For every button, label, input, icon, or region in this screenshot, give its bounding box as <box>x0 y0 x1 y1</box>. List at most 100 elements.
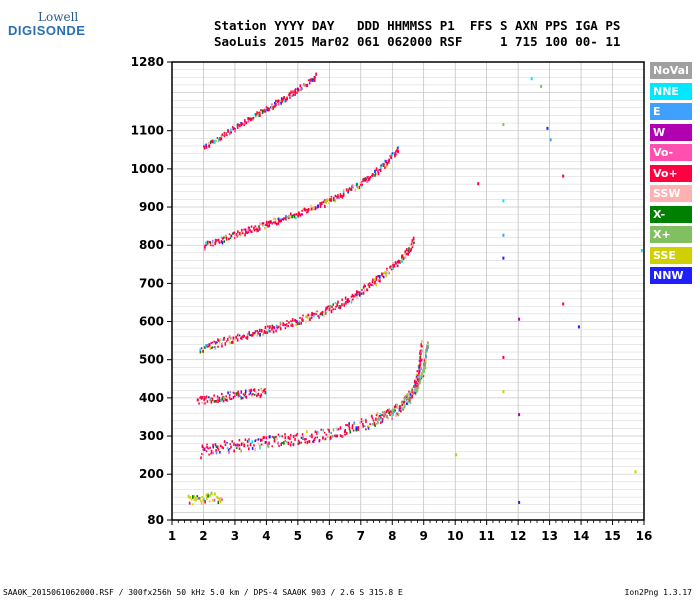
trace-dot <box>218 138 220 141</box>
trace-dot <box>330 198 333 202</box>
trace-dot <box>385 271 388 275</box>
trace-dot <box>240 390 243 394</box>
trace-dot <box>299 213 302 217</box>
trace-dot <box>206 446 209 449</box>
trace-dot <box>334 308 336 311</box>
trace-dot <box>324 204 326 208</box>
x-tick-label: 15 <box>604 529 621 543</box>
trace-dot <box>374 424 376 427</box>
trace-dot <box>361 183 363 186</box>
trace-dot <box>283 96 286 100</box>
trace-dot <box>381 411 384 414</box>
trace-dot <box>238 439 241 442</box>
trace-dot <box>284 98 286 103</box>
trace-dot <box>415 387 417 391</box>
trace-dot <box>424 359 427 363</box>
trace-dot <box>291 94 293 97</box>
trace-dot <box>379 278 381 283</box>
trace-dot <box>243 120 246 124</box>
trace-dot <box>398 407 401 411</box>
trace-dot <box>223 236 225 239</box>
trace-dot <box>420 375 422 378</box>
trace-dot <box>278 217 281 221</box>
trace-dot <box>341 434 343 438</box>
trace-dot <box>363 284 366 288</box>
trace-dot <box>204 346 206 349</box>
trace-dot <box>232 336 235 339</box>
trace-dot <box>268 107 271 111</box>
trace-dot <box>217 400 219 403</box>
trace-dot <box>213 340 215 343</box>
trace-dot <box>205 144 208 147</box>
trace-dot <box>191 498 193 501</box>
trace-dot <box>283 217 286 220</box>
trace-dot <box>312 312 315 316</box>
trace-dot <box>215 449 217 453</box>
trace-dot <box>296 320 298 323</box>
trace-dot <box>201 444 204 448</box>
legend-item-vo-: Vo+ <box>650 164 692 182</box>
trace-dot <box>377 172 380 176</box>
trace-dot <box>360 180 363 184</box>
header-line1: Station YYYY DAY DDD HHMMSS P1 FFS S AXN… <box>214 18 621 33</box>
trace-dot <box>252 331 254 336</box>
trace-dot <box>233 236 236 239</box>
trace-dot <box>205 395 208 398</box>
trace-dot <box>334 302 337 304</box>
trace-dot <box>381 420 384 423</box>
trace-dot <box>273 326 276 330</box>
trace-dot <box>231 126 234 129</box>
trace-dot <box>275 222 278 226</box>
trace-dot <box>411 394 414 399</box>
trace-dot <box>272 221 275 224</box>
echo-point <box>502 355 505 359</box>
trace-dot <box>220 497 222 501</box>
trace-dot <box>289 437 291 441</box>
trace-dot <box>301 209 303 212</box>
trace-dot <box>280 219 283 223</box>
trace-dot <box>223 440 226 443</box>
trace-dot <box>204 247 206 251</box>
trace-dot <box>297 439 300 442</box>
trace-dot <box>402 408 404 411</box>
trace-dot <box>258 225 260 228</box>
trace-dot <box>378 414 381 418</box>
trace-dot <box>217 398 219 401</box>
trace-dot <box>274 221 277 225</box>
trace-dot <box>404 252 407 255</box>
trace-dot <box>348 422 350 425</box>
trace-dot <box>221 133 224 136</box>
trace-dot <box>188 501 191 505</box>
trace-dot <box>246 332 249 337</box>
trace-dot <box>412 242 414 246</box>
trace-dot <box>375 277 378 281</box>
trace-dot <box>277 433 280 436</box>
trace-dot <box>341 303 343 307</box>
trace-dot <box>313 78 316 83</box>
trace-dot <box>254 439 256 443</box>
trace-dot <box>201 396 204 399</box>
trace-dot <box>264 331 267 334</box>
trace-dot <box>371 422 374 426</box>
trace-dot <box>227 391 229 395</box>
trace-dot <box>256 329 259 332</box>
trace-dot <box>272 330 275 334</box>
trace-dot <box>343 304 346 307</box>
trace-dot <box>211 499 214 502</box>
trace-dot <box>218 396 221 401</box>
trace-dot <box>231 440 234 443</box>
trace-dot <box>356 426 358 430</box>
trace-dot <box>235 447 238 449</box>
trace-dot <box>192 495 194 499</box>
trace-dot <box>248 226 251 229</box>
trace-dot <box>238 447 241 450</box>
y-tick-label: 300 <box>139 429 164 443</box>
trace-dot <box>416 370 419 373</box>
trace-dot <box>326 306 328 310</box>
trace-dot <box>415 375 418 378</box>
trace-dot <box>274 217 277 221</box>
trace-dot <box>299 84 302 88</box>
trace-dot <box>390 156 393 160</box>
trace-dot <box>355 428 358 432</box>
trace-dot <box>326 436 329 438</box>
